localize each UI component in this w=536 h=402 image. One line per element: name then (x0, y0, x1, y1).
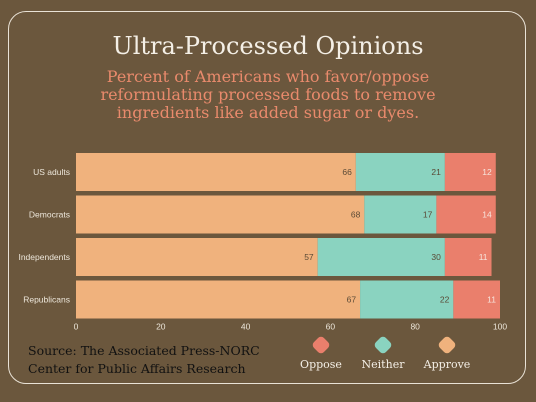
bar-republicans-approve (76, 280, 361, 319)
legend-swatch-oppose (311, 335, 331, 355)
legend-item-neither: Neither (360, 335, 406, 371)
bar-independents-oppose (444, 238, 492, 276)
data-label-democrats-approve: 68 (351, 210, 361, 220)
data-label-republicans-approve: 67 (347, 295, 357, 305)
bar-democrats-approve (76, 195, 365, 234)
data-label-us-adults-approve: 66 (342, 167, 352, 177)
x-tick-label-80: 80 (410, 322, 420, 332)
legend-swatch-neither (373, 335, 393, 355)
category-label-republicans: Republicans (23, 295, 70, 305)
bar-republicans-oppose (453, 280, 500, 319)
bar-republicans-neither (360, 280, 454, 319)
data-label-democrats-neither: 17 (423, 210, 433, 220)
x-tick-label-20: 20 (156, 322, 166, 332)
legend-label-oppose: Oppose (300, 358, 342, 371)
legend-label-neither: Neither (361, 358, 405, 371)
bar-us-adults-neither (355, 153, 445, 191)
legend-item-approve: Approve (422, 335, 472, 371)
category-label-independents: Independents (18, 252, 70, 262)
data-label-independents-approve: 57 (304, 252, 314, 262)
legend-item-oppose: Oppose (298, 335, 344, 371)
legend-label-approve: Approve (423, 358, 471, 371)
chart-title: Ultra-Processed Opinions (112, 32, 424, 60)
x-tick-label-0: 0 (74, 322, 79, 332)
x-tick-label-60: 60 (326, 322, 336, 332)
bar-us-adults-approve (76, 153, 356, 191)
data-label-us-adults-oppose: 12 (482, 167, 492, 177)
data-label-republicans-neither: 22 (440, 295, 450, 305)
data-label-republicans-oppose: 11 (487, 295, 496, 305)
x-tick-label-100: 100 (493, 322, 507, 332)
data-label-independents-oppose: 11 (479, 252, 488, 262)
bar-democrats-neither (364, 195, 437, 234)
bar-us-adults-oppose (444, 153, 496, 191)
category-label-democrats: Democrats (29, 210, 70, 220)
x-tick-label-40: 40 (241, 322, 251, 332)
data-label-democrats-oppose: 14 (482, 210, 492, 220)
category-label-us-adults: US adults (33, 167, 70, 177)
data-label-independents-neither: 30 (431, 252, 441, 262)
bar-democrats-oppose (436, 195, 496, 234)
data-label-us-adults-neither: 21 (431, 167, 441, 177)
chart-frame (8, 11, 526, 384)
chart-subtitle: Percent of Americans who favor/oppose re… (100, 67, 436, 122)
bar-independents-neither (317, 238, 445, 276)
bar-independents-approve (76, 238, 318, 276)
legend-swatch-approve (437, 335, 457, 355)
source-note: Source: The Associated Press-NORC Center… (28, 343, 260, 376)
